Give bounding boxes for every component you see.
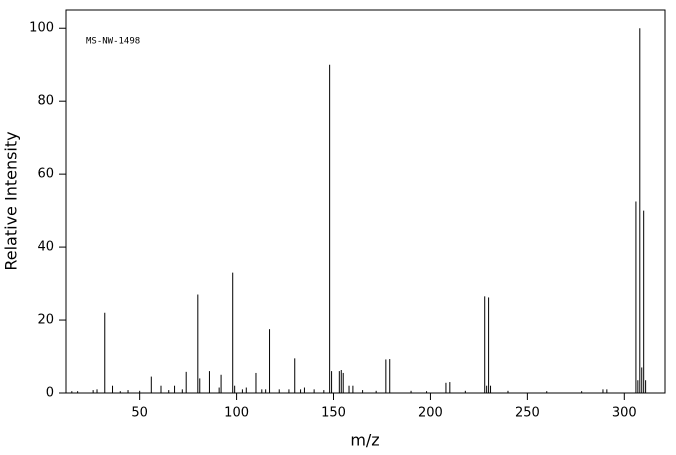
x-tick-label: 50 — [131, 406, 148, 421]
y-tick-label: 40 — [37, 240, 54, 255]
y-tick-label: 80 — [37, 94, 54, 109]
x-tick-label: 100 — [224, 406, 249, 421]
x-tick-label: 200 — [418, 406, 443, 421]
y-tick-label: 100 — [29, 21, 54, 36]
x-tick-label: 150 — [321, 406, 346, 421]
annotation: MS-NW-1498 — [86, 37, 140, 47]
y-axis-label: Relative Intensity — [2, 131, 21, 270]
x-tick-label: 250 — [515, 406, 540, 421]
x-tick-label: 300 — [612, 406, 637, 421]
plot-frame — [65, 9, 666, 394]
y-tick-label: 0 — [46, 386, 54, 401]
y-tick-label: 60 — [37, 167, 54, 182]
x-axis-label: m/z — [350, 431, 379, 450]
y-tick-label: 20 — [37, 313, 54, 328]
